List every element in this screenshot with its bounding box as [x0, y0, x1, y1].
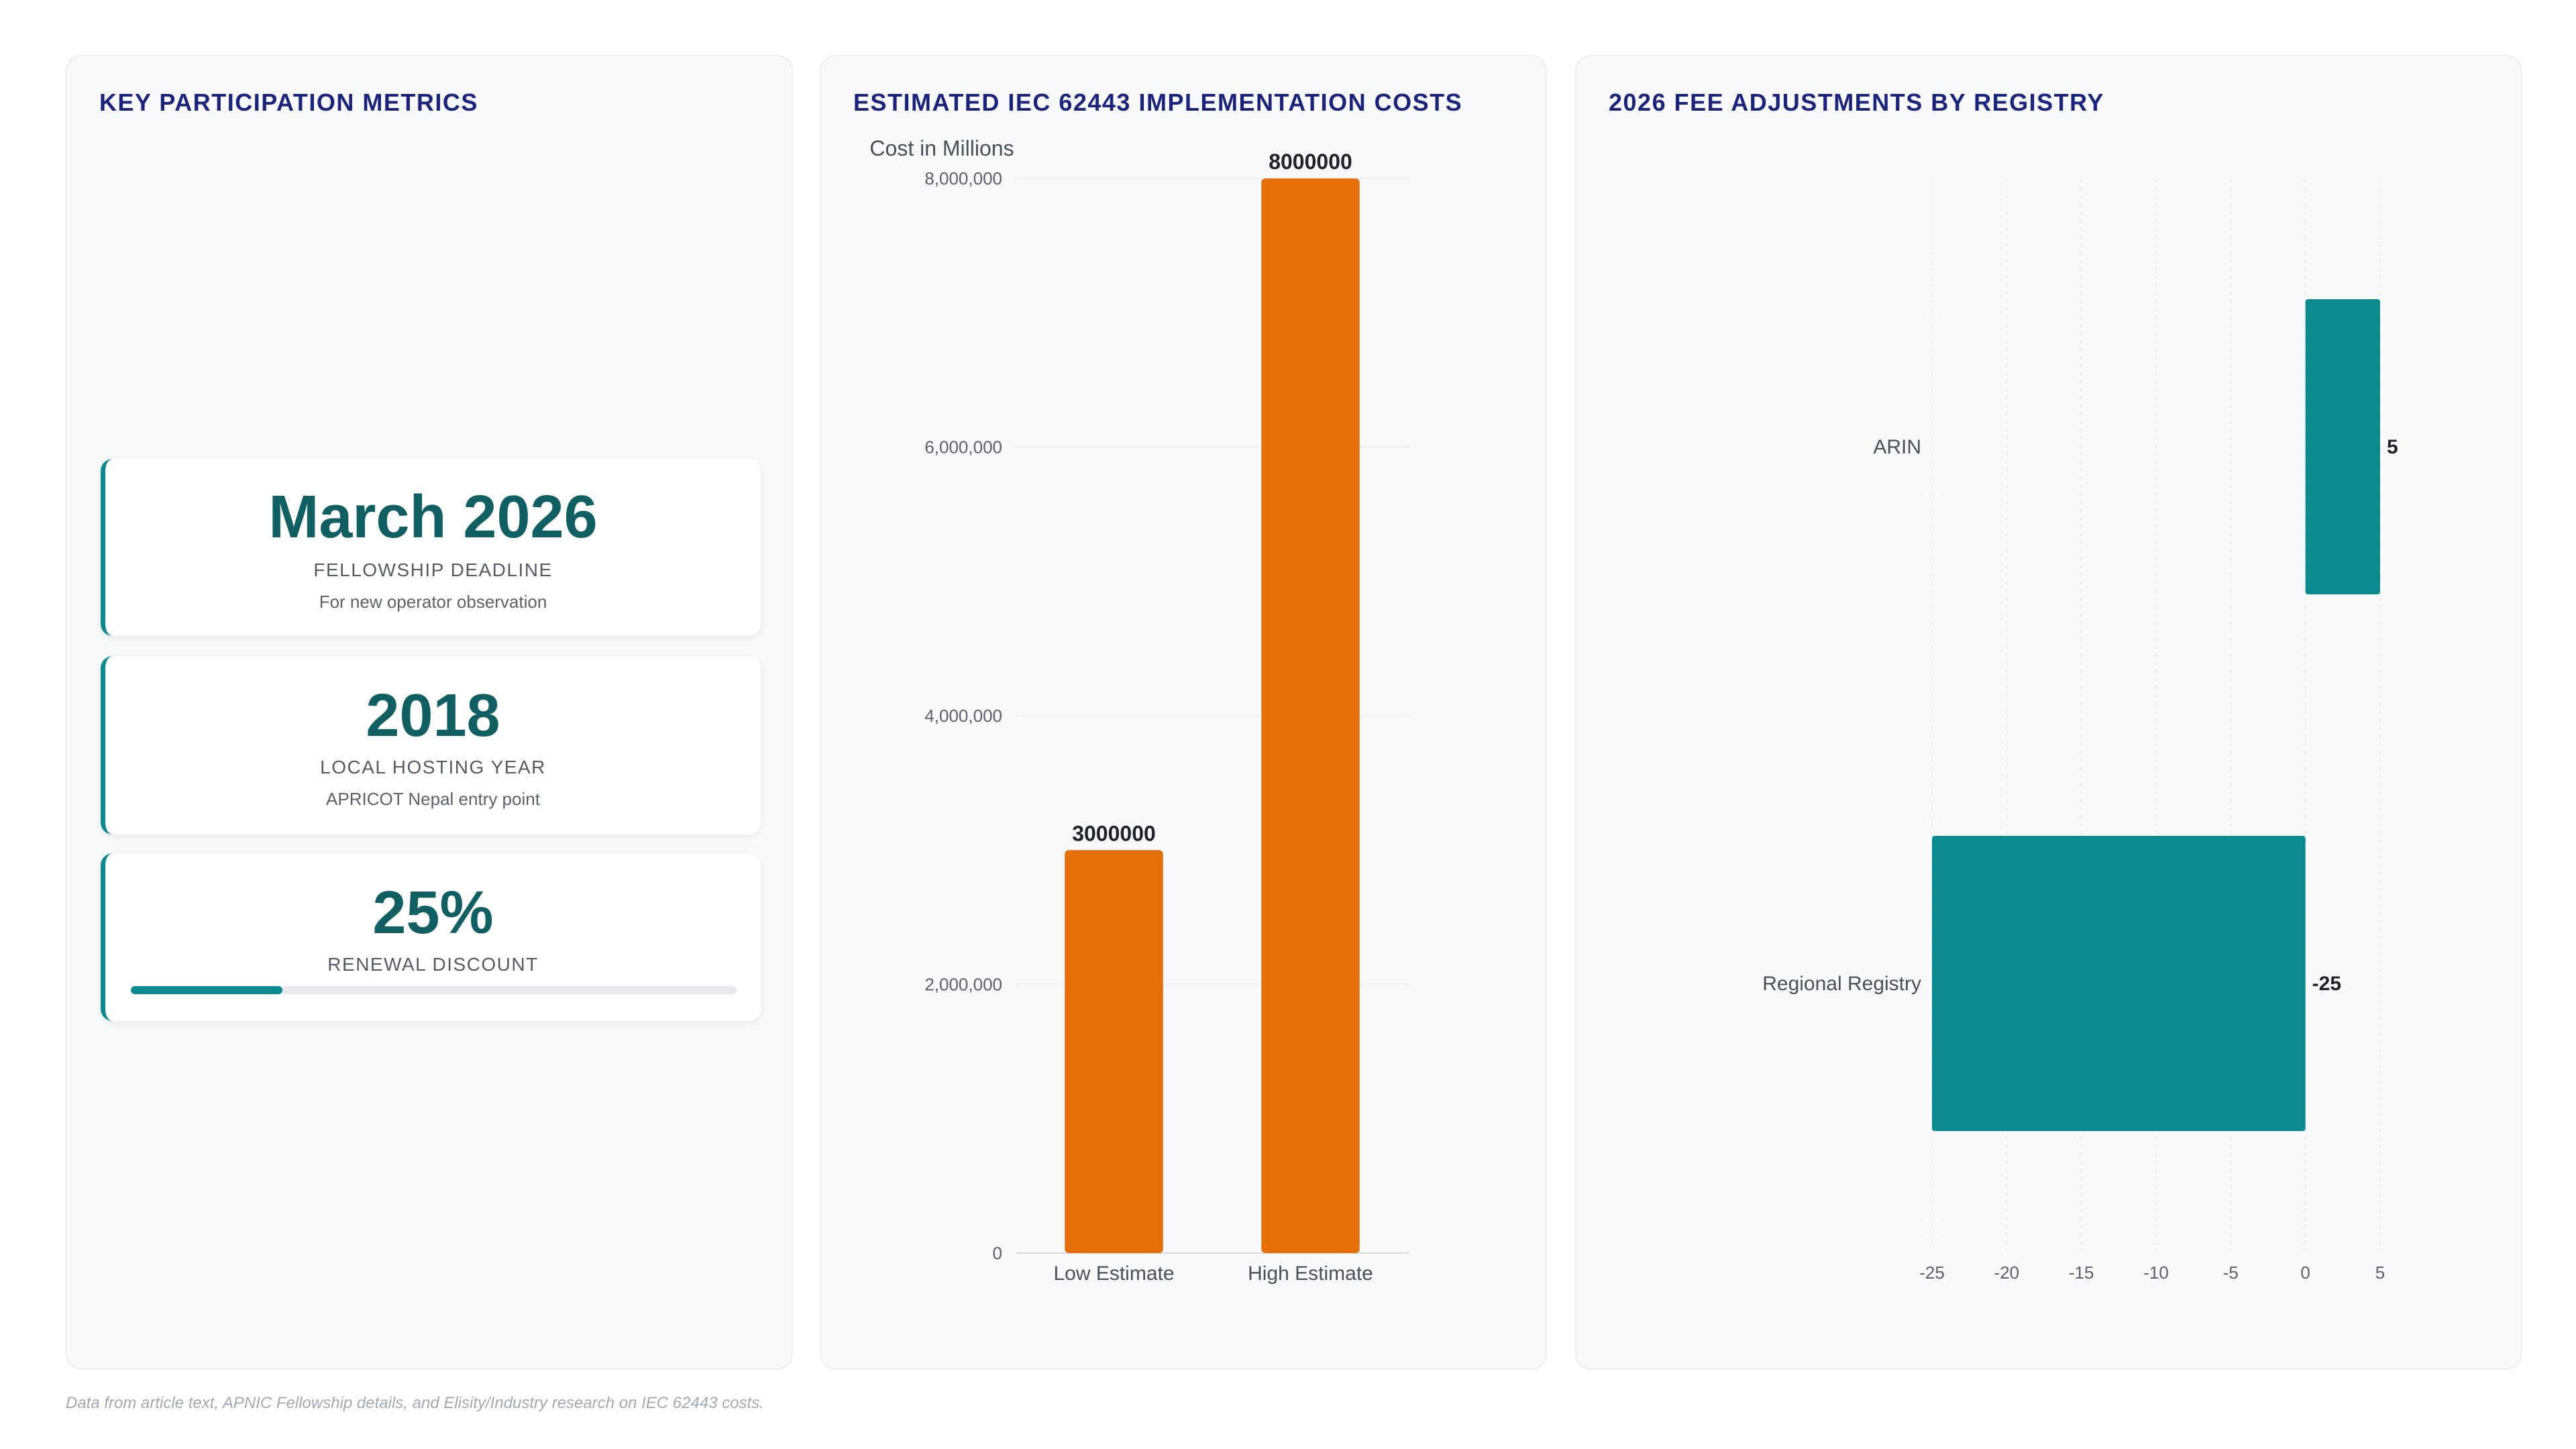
costs-panel: ESTIMATED IEC 62443 IMPLEMENTATION COSTS…: [820, 55, 1547, 1370]
x-tick-label: -25: [1919, 1263, 1945, 1283]
y-tick-label: 6,000,000: [924, 437, 1002, 458]
bar-value-label: 5: [2387, 436, 2398, 458]
metric-label: LOCAL HOSTING YEAR: [320, 757, 546, 777]
cost-bar-chart: Cost in Millions 0 2,000,000 4,000,000 6,00…: [869, 136, 1409, 1285]
metric-sub: APRICOT Nepal entry point: [326, 789, 540, 809]
cost-bar: [1065, 850, 1163, 1253]
fees-panel: 2026 FEE ADJUSTMENTS BY REGISTRY -25 -20-…: [1575, 55, 2522, 1370]
metric-value: March 2026: [268, 484, 598, 551]
y-tick-label: 0: [993, 1243, 1002, 1263]
x-tick-label: -15: [2069, 1263, 2094, 1283]
y-tick-label: 4,000,000: [924, 706, 1002, 726]
metric-value: 2018: [366, 682, 500, 749]
metrics-panel-title: KEY PARTICIPATION METRICS: [99, 89, 478, 116]
discount-progress-bar: [131, 986, 737, 994]
y-tick-label: 2,000,000: [924, 975, 1002, 995]
metric-card-fellowship: March 2026 FELLOWSHIP DEADLINE For new o…: [101, 459, 761, 636]
cost-bar: [1261, 178, 1360, 1253]
footer-source-note: Data from article text, APNIC Fellowship…: [66, 1394, 764, 1412]
fee-bar: [1932, 836, 2306, 1131]
y-axis-label: Cost in Millions: [869, 136, 1014, 160]
x-tick-label: Low Estimate: [1053, 1263, 1174, 1285]
discount-progress-fill: [131, 986, 282, 994]
metric-label: RENEWAL DISCOUNT: [327, 954, 539, 975]
metric-sub: For new operator observation: [319, 592, 547, 612]
x-tick-label: High Estimate: [1248, 1263, 1373, 1285]
x-tick-label: 5: [2375, 1263, 2385, 1283]
metric-card-hosting: 2018 LOCAL HOSTING YEAR APRICOT Nepal en…: [101, 656, 761, 835]
fee-bar: [2305, 299, 2380, 594]
bar-value-label: -25: [2312, 973, 2341, 995]
x-tick-label: -20: [1994, 1263, 2020, 1283]
fee-bar-chart: -25 -20 -15 -10 -5 0 5 5 ARIN -25 Regional Registr…: [1762, 178, 2398, 1283]
bar-value-label: 3000000: [1072, 821, 1156, 845]
metric-card-discount: 25% RENEWAL DISCOUNT: [101, 853, 761, 1021]
y-tick-label: ARIN: [1873, 436, 1921, 458]
y-tick-label: Regional Registry: [1762, 973, 1921, 995]
x-tick-label: -5: [2223, 1263, 2239, 1283]
x-tick-label: 0: [2300, 1263, 2310, 1283]
y-tick-label: 8,000,000: [924, 168, 1002, 189]
metric-value: 25%: [372, 879, 494, 947]
fees-panel-title: 2026 FEE ADJUSTMENTS BY REGISTRY: [1609, 89, 2104, 116]
bar-value-label: 8000000: [1269, 150, 1352, 174]
costs-panel-title: ESTIMATED IEC 62443 IMPLEMENTATION COSTS: [853, 89, 1463, 116]
metric-label: FELLOWSHIP DEADLINE: [313, 559, 553, 580]
metrics-panel: KEY PARTICIPATION METRICS March 2026 FEL…: [66, 55, 793, 1370]
x-tick-label: -10: [2143, 1263, 2169, 1283]
